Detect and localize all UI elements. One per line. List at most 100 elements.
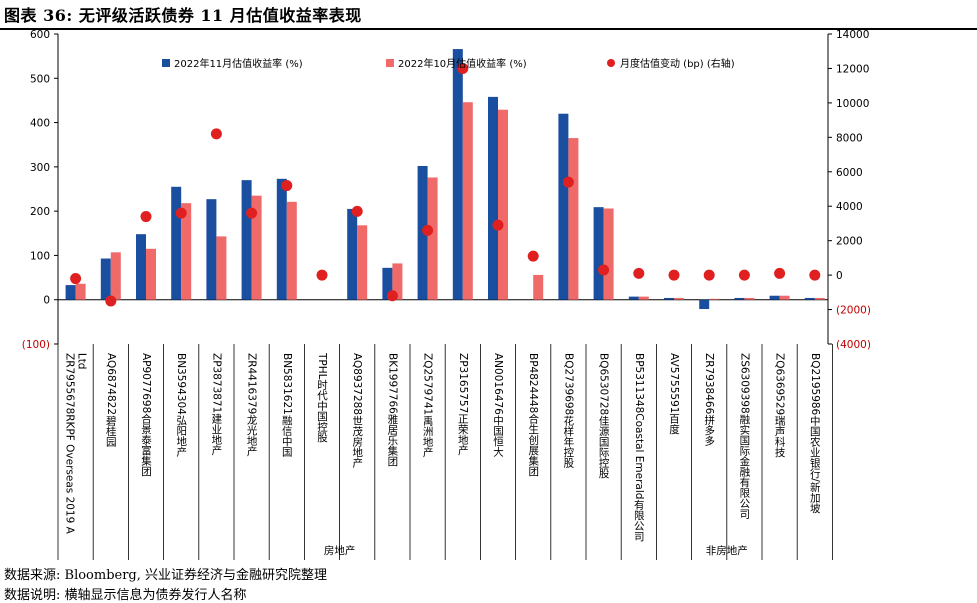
bar-oct (568, 138, 579, 300)
category-label: BN3594304弘阳地产 (175, 353, 187, 458)
category-label: BN5831621融信中国 (281, 353, 293, 458)
bar-oct (392, 263, 403, 300)
point-change (386, 290, 398, 302)
legend-oct-label: 2022年10月估值收益率 (%) (398, 57, 527, 70)
bar-oct (216, 236, 227, 300)
point-change (246, 207, 258, 219)
legend-change-label: 月度估值变动 (bp) (右轴) (620, 57, 735, 70)
left-tick-label: 300 (30, 162, 50, 174)
category-label: ZP3873871建业地产 (210, 353, 222, 456)
bar-oct (251, 195, 262, 300)
left-tick-label: 500 (30, 73, 50, 85)
category-label: BK1997766雅居乐集团 (386, 353, 398, 467)
category-label: AQ6874822碧桂园 (105, 353, 117, 447)
point-change (457, 62, 469, 74)
point-change (175, 207, 187, 219)
bar-oct (744, 297, 755, 300)
figure-title: 图表 36: 无评级活跃债券 11 月估值收益率表现 (4, 6, 362, 25)
category-label: BP5311348Coastal Emerald有限公司 (633, 353, 645, 541)
bar-oct (427, 177, 438, 300)
point-change (422, 224, 434, 236)
right-tick-label: 2000 (836, 236, 863, 248)
category-label: AV5755591百度 (668, 353, 680, 435)
point-change (562, 176, 574, 188)
right-tick-label: 8000 (836, 132, 863, 144)
bar-nov (734, 297, 745, 300)
left-tick-label: 200 (30, 206, 50, 218)
bar-oct (779, 295, 790, 300)
legend-nov-swatch (162, 59, 170, 67)
category-label: ZP3165757正荣地产 (457, 353, 469, 456)
chart: (100) 0 100 200 300 400 500 600 (4000) (2000) 0 200… (22, 29, 871, 560)
bar-nov (558, 113, 569, 300)
group-label-nonrealestate: 非房地产 (706, 544, 748, 557)
point-change (809, 269, 821, 281)
category-label: ZR7938466拼多多 (703, 353, 715, 446)
right-tick-label: 14000 (836, 29, 869, 41)
bar-oct (638, 296, 649, 300)
bar-nov (171, 186, 182, 300)
right-tick-label: 4000 (836, 201, 863, 213)
right-tick-label: 10000 (836, 98, 869, 110)
category-label: AQ8937288世茂房地产 (351, 353, 363, 468)
category-label: TPHL时代中国控股 (316, 352, 328, 443)
category-label: BP4824448合生创展集团 (527, 353, 539, 477)
bar-nov (100, 258, 111, 300)
point-change (703, 269, 715, 281)
category-label: BQ2739698花样年控股 (562, 353, 574, 468)
group-label-realestate: 房地产 (324, 544, 356, 557)
point-change (738, 269, 750, 281)
bar-nov (347, 208, 358, 300)
point-change (351, 205, 363, 217)
bar-nov (276, 178, 287, 300)
bar-oct (286, 201, 297, 300)
bar-nov (593, 207, 604, 300)
legend-oct-swatch (386, 59, 394, 67)
point-change (70, 273, 82, 285)
category-label: BQ6530728佳源国际控股 (598, 353, 610, 479)
left-tick-label: 400 (30, 118, 50, 130)
bar-nov (452, 49, 463, 300)
bar-nov (769, 295, 780, 300)
point-change (774, 267, 786, 279)
bar-oct (603, 208, 614, 300)
point-change (668, 269, 680, 281)
bar-nov (65, 285, 76, 300)
left-tick-label: 100 (30, 250, 50, 262)
category-label: ZR4416379龙光地产 (246, 353, 258, 457)
point-change (210, 128, 222, 140)
category-label: ZQ6369529瑞声科技 (774, 353, 786, 458)
bar-oct (181, 203, 192, 300)
right-tick-label: 12000 (836, 63, 869, 75)
bar-oct (709, 298, 720, 300)
bar-nov (488, 96, 498, 300)
bar-nov (417, 165, 428, 300)
point-change (316, 269, 328, 281)
data-source: 数据来源: Bloomberg, 兴业证券经济与金融研究院整理 (4, 568, 328, 583)
data-note: 数据说明: 横轴显示信息为债券发行人名称 (4, 588, 247, 603)
category-label: ZS6309398融实国际金融有限公司 (738, 353, 750, 519)
left-tick-label: 0 (43, 295, 50, 307)
bar-nov (206, 199, 217, 300)
point-change (527, 250, 539, 262)
bar-oct (814, 297, 825, 300)
point-change (140, 211, 152, 223)
category-label: BQ2195986中国农业银行/新加坡 (809, 353, 821, 514)
bar-oct (75, 283, 86, 300)
bar-oct (533, 274, 544, 300)
bar-nov (241, 180, 252, 300)
bar-nov (664, 297, 674, 300)
bar-nov (804, 297, 815, 300)
bar-oct (462, 102, 473, 300)
bar-nov (136, 234, 146, 300)
bar-oct (110, 252, 121, 300)
right-tick-label: (2000) (836, 305, 871, 317)
bar-oct (498, 109, 508, 300)
bar-oct (674, 297, 684, 300)
category-label: ZQ2579741禹洲地产 (422, 353, 434, 458)
bar-oct (357, 225, 368, 300)
right-tick-label: 0 (836, 270, 843, 282)
bar-oct (146, 248, 156, 300)
category-label: ZR7955678RKPF Overseas 2019 A Ltd (64, 353, 88, 537)
point-change (492, 219, 504, 231)
